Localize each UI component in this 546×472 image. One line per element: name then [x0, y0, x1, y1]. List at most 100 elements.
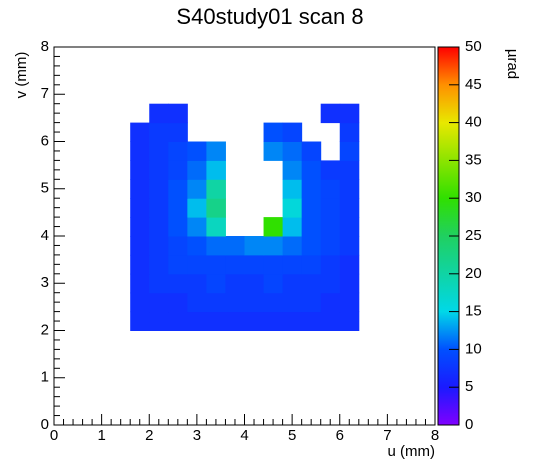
heatmap-cell: [206, 179, 226, 199]
heatmap-cell: [320, 103, 341, 124]
heatmap-cell: [149, 273, 169, 294]
heatmap-cell: [187, 160, 207, 180]
heatmap-cell: [206, 273, 226, 294]
heatmap-cell: [168, 273, 188, 294]
y-tick-label: 4: [41, 227, 49, 244]
x-tick-label: 0: [50, 427, 58, 444]
heatmap-cell: [320, 217, 341, 237]
heatmap-cell: [168, 198, 188, 218]
y-tick-label: 6: [41, 132, 49, 149]
heatmap-cell: [149, 311, 169, 331]
heatmap-cell: [263, 141, 284, 161]
heatmap-cell: [263, 122, 284, 142]
heatmap-cell: [282, 254, 303, 275]
heatmap-cell: [301, 311, 322, 331]
heatmap-cell: [263, 254, 284, 275]
heatmap-cell: [339, 122, 360, 142]
heatmap-cell: [339, 254, 360, 275]
heatmap-cell: [282, 160, 303, 180]
heatmap-cell: [149, 179, 169, 199]
x-tick-label: 6: [336, 427, 344, 444]
heatmap-cell: [168, 292, 188, 313]
heatmap-cell: [187, 198, 207, 218]
heatmap-cell: [168, 254, 188, 275]
heatmap-cell: [149, 236, 169, 256]
x-tick-label: 1: [97, 427, 105, 444]
heatmap-cell: [339, 292, 360, 313]
colorbar-tick-label: 35: [465, 151, 482, 168]
heatmap-cell: [301, 254, 322, 275]
heatmap-cell: [206, 292, 226, 313]
y-tick-label: 8: [41, 38, 49, 55]
heatmap-cell: [244, 236, 265, 256]
heatmap-cell: [168, 122, 188, 142]
heatmap-cell: [130, 122, 150, 142]
heatmap-cell: [225, 236, 245, 256]
x-tick-label: 4: [240, 427, 248, 444]
heatmap-cell: [187, 236, 207, 256]
heatmap-cell: [320, 179, 341, 199]
heatmap-cell: [187, 217, 207, 237]
colorbar-tick-label: 40: [465, 114, 482, 131]
heatmap-cell: [206, 311, 226, 331]
heatmap-cell: [130, 311, 150, 331]
x-tick-label: 7: [383, 427, 391, 444]
heatmap-cell: [149, 217, 169, 237]
heatmap-cell: [320, 273, 341, 294]
heatmap-cell: [187, 254, 207, 275]
heatmap-cell: [149, 103, 169, 124]
heatmap-cell: [301, 217, 322, 237]
heatmap-cell: [282, 179, 303, 199]
heatmap-cell: [168, 103, 188, 124]
heatmap-cell: [206, 160, 226, 180]
heatmap-cell: [282, 311, 303, 331]
heatmap-cell: [149, 292, 169, 313]
y-tick-label: 7: [41, 85, 49, 102]
heatmap-cell: [320, 236, 341, 256]
heatmap-cell: [320, 160, 341, 180]
heatmap-cell: [168, 141, 188, 161]
heatmap-cell: [282, 236, 303, 256]
heatmap-cell: [263, 217, 284, 237]
heatmap-cell: [149, 198, 169, 218]
heatmap-cell: [282, 217, 303, 237]
heatmap-cell: [301, 292, 322, 313]
heatmap-cell: [130, 198, 150, 218]
heatmap-cell: [339, 311, 360, 331]
heatmap-cell: [301, 236, 322, 256]
heatmap-cell: [263, 311, 284, 331]
heatmap-cell: [168, 160, 188, 180]
heatmap-cell: [187, 311, 207, 331]
heatmap-cell: [130, 217, 150, 237]
colorbar-tick-label: 20: [465, 265, 482, 282]
y-tick-label: 3: [41, 274, 49, 291]
heatmap-cell: [206, 254, 226, 275]
heatmap-cell: [149, 254, 169, 275]
heatmap-cell: [206, 141, 226, 161]
heatmap-cell: [244, 311, 265, 331]
heatmap-cell: [168, 179, 188, 199]
colorbar-tick-label: 25: [465, 227, 482, 244]
heatmap-cell: [130, 292, 150, 313]
heatmap-cell: [225, 311, 245, 331]
colorbar-tick-label: 50: [465, 38, 482, 55]
heatmap-cell: [130, 273, 150, 294]
heatmap-cell: [206, 217, 226, 237]
heatmap-cell: [168, 311, 188, 331]
colorbar-tick-label: 45: [465, 76, 482, 93]
y-tick-label: 1: [41, 369, 49, 386]
heatmap-cell: [130, 236, 150, 256]
y-tick-label: 5: [41, 180, 49, 197]
heatmap-cell: [339, 141, 360, 161]
heatmap-cell: [301, 160, 322, 180]
heatmap-cell: [187, 179, 207, 199]
heatmap-cell: [339, 273, 360, 294]
heatmap-cell: [149, 160, 169, 180]
heatmap-cell: [149, 122, 169, 142]
heatmap-cell: [187, 292, 207, 313]
heatmap-cell: [225, 254, 245, 275]
heatmap-cell: [301, 141, 322, 161]
heatmap-cell: [282, 198, 303, 218]
colorbar-tick-label: 30: [465, 189, 482, 206]
